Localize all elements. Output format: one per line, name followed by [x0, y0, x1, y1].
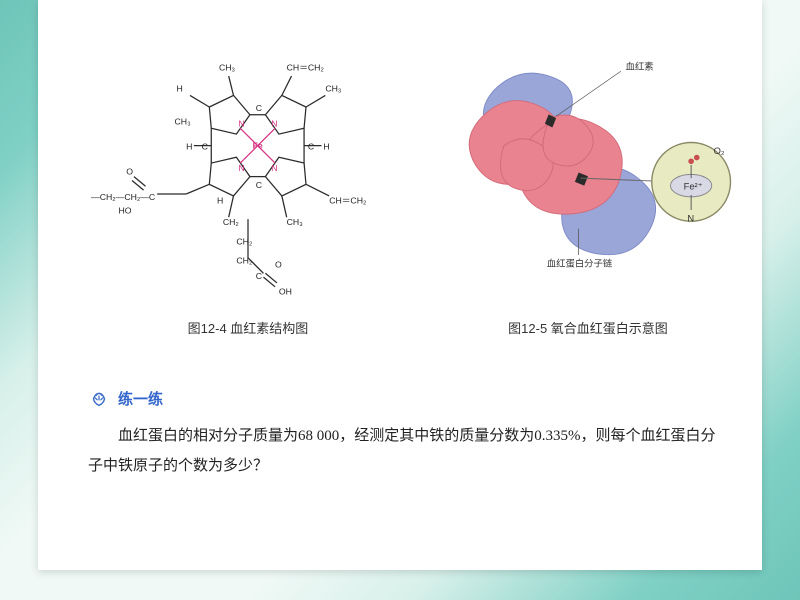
fe2-label: Fe²⁺ — [684, 181, 703, 191]
n-label: N — [238, 118, 244, 128]
ch3-label: CH₃ — [287, 217, 304, 227]
chain-label: 血红蛋白分子链 — [547, 257, 613, 268]
c-label: C — [308, 142, 314, 152]
center-fe-label: Fe — [253, 141, 263, 151]
ch2-label: CH₂ — [223, 217, 239, 227]
figure-oxyhemoglobin: 血红素 血红蛋白分子链 O₂ Fe²⁺ N 图12-5 氧合血红蛋白示意图 — [438, 20, 738, 337]
ch3-label: CH₃ — [175, 116, 192, 126]
figure-caption-left: 图12-4 血红素结构图 — [188, 318, 309, 337]
vinyl-label: CH＝CH₂ — [287, 62, 324, 72]
figure-caption-right: 图12-5 氧合血红蛋白示意图 — [508, 318, 668, 337]
h-label: H — [217, 196, 223, 206]
n-label: N — [271, 163, 277, 173]
c-label: C — [256, 180, 262, 190]
oxyhemoglobin-image: 血红素 血红蛋白分子链 O₂ Fe²⁺ N — [438, 20, 738, 310]
o-label: O — [126, 167, 133, 177]
oh-label: OH — [279, 287, 292, 297]
ch3-label: CH₃ — [219, 62, 236, 72]
n-axial-label: N — [687, 213, 694, 223]
practice-header: 练一练 — [88, 387, 722, 409]
ch2-label: CH₂ — [236, 236, 252, 246]
practice-title: 练一练 — [118, 388, 163, 409]
o-label: O — [275, 259, 282, 269]
h-label: H — [323, 142, 329, 152]
ho-label: HO — [118, 205, 131, 215]
h-label: H — [186, 142, 192, 152]
hands-icon — [88, 387, 110, 409]
practice-body: 血红蛋白的相对分子质量为68 000，经测定其中铁的质量分数为0.335%，则每… — [88, 421, 722, 481]
c-label: C — [256, 271, 262, 281]
heme-label: 血红素 — [626, 60, 654, 71]
h-label: H — [176, 84, 182, 94]
ch3-label: CH₃ — [325, 84, 342, 94]
protein-svg: 血红素 血红蛋白分子链 O₂ Fe²⁺ N — [438, 20, 738, 310]
practice-section: 练一练 血红蛋白的相对分子质量为68 000，经测定其中铁的质量分数为0.335… — [88, 387, 722, 481]
heme-svg: Fe N N N N C C C C CH₃ CH＝CH₂ H CH₃ C — [88, 20, 408, 310]
ch2-label: CH₂ — [236, 256, 252, 266]
figure-heme: Fe N N N N C C C C CH₃ CH＝CH₂ H CH₃ C — [88, 20, 408, 337]
figures-row: Fe N N N N C C C C CH₃ CH＝CH₂ H CH₃ C — [88, 20, 722, 337]
c-label: C — [202, 142, 208, 152]
n-label: N — [271, 118, 277, 128]
heme-structure-image: Fe N N N N C C C C CH₃ CH＝CH₂ H CH₃ C — [88, 20, 408, 310]
page-card: Fe N N N N C C C C CH₃ CH＝CH₂ H CH₃ C — [38, 0, 762, 570]
o2-label: O₂ — [714, 146, 725, 156]
vinyl-label: CH＝CH₂ — [329, 196, 366, 206]
c-label: C — [256, 103, 262, 113]
n-label: N — [238, 163, 244, 173]
ch2ch2-label: —CH₂—CH₂—C — [91, 192, 155, 202]
